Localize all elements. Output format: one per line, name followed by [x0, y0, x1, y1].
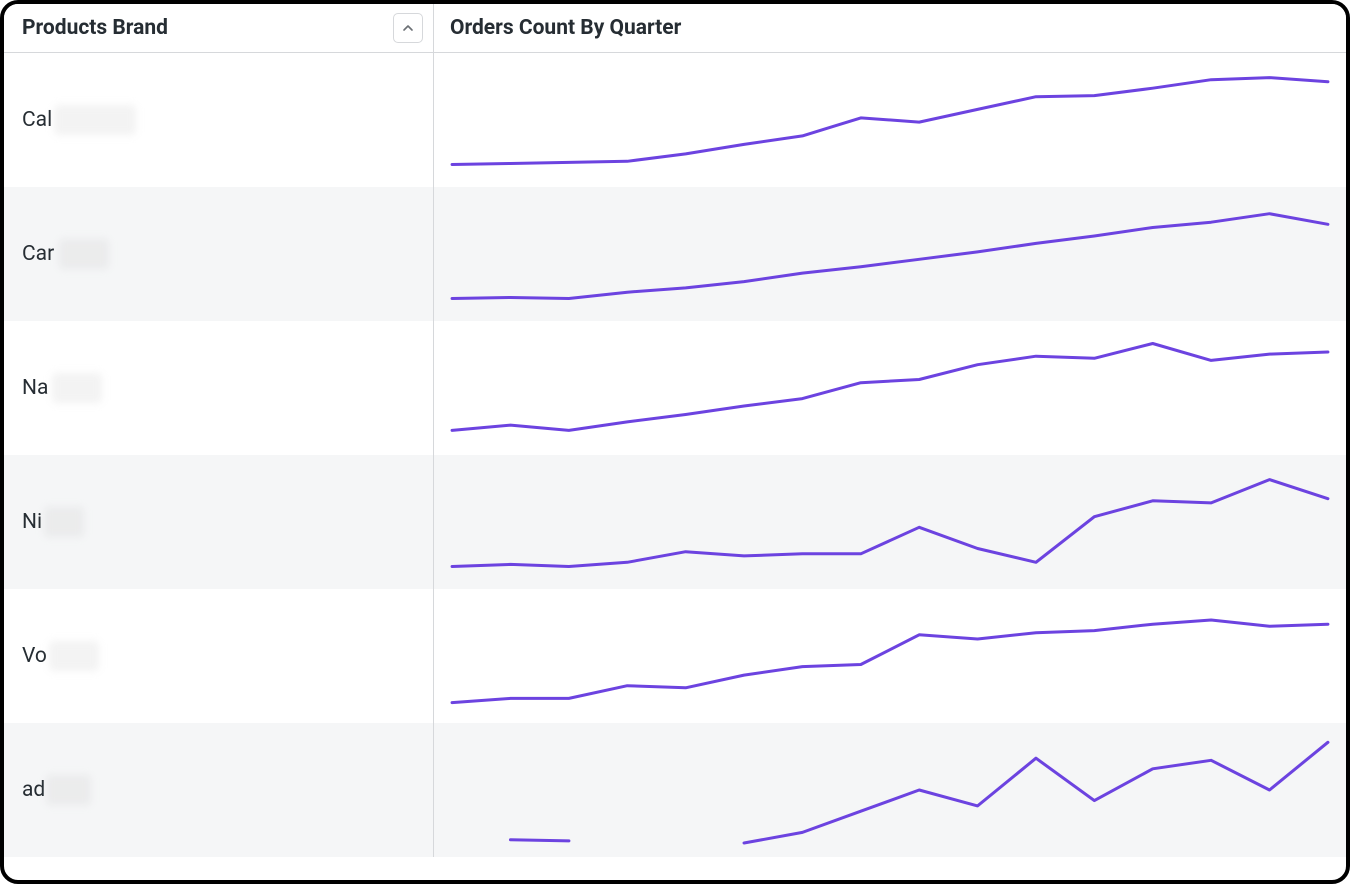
brand-label-cell[interactable]: ad	[4, 723, 434, 857]
table-row: Ni	[4, 455, 1346, 589]
brand-label-cell[interactable]: Ni	[4, 455, 434, 589]
brand-label: Cal	[22, 108, 52, 132]
column-header-brand-label: Products Brand	[22, 16, 168, 40]
sparkline-cell	[434, 589, 1346, 723]
redaction-blur	[52, 373, 102, 403]
report-frame: Products Brand Orders Count By Quarter C…	[0, 0, 1350, 884]
table-row: Cal	[4, 53, 1346, 187]
brand-label-cell[interactable]: Car	[4, 187, 434, 321]
column-header-sparkline[interactable]: Orders Count By Quarter	[434, 4, 1346, 52]
brand-label: Vo	[22, 644, 47, 668]
redaction-blur	[44, 507, 84, 537]
chevron-up-icon	[402, 22, 414, 34]
sparkline-cell	[434, 723, 1346, 857]
sparkline-cell	[434, 321, 1346, 455]
table-body: Cal Car Na Ni Vo ad	[4, 53, 1346, 857]
redaction-blur	[59, 239, 109, 269]
column-header-sparkline-label: Orders Count By Quarter	[450, 16, 681, 40]
brand-label: Ni	[22, 510, 42, 534]
sparkline	[448, 597, 1332, 715]
sparkline	[448, 731, 1332, 849]
redaction-blur	[49, 641, 99, 671]
table-row: Na	[4, 321, 1346, 455]
column-header-brand[interactable]: Products Brand	[4, 4, 434, 52]
sparkline-cell	[434, 455, 1346, 589]
sparkline	[448, 61, 1332, 179]
redaction-blur	[54, 105, 136, 135]
redaction-blur	[46, 775, 91, 805]
table-row: Car	[4, 187, 1346, 321]
table-header: Products Brand Orders Count By Quarter	[4, 4, 1346, 53]
sparkline	[448, 329, 1332, 447]
brand-label: Car	[22, 242, 54, 266]
brand-label: ad	[22, 778, 45, 802]
brand-label: Na	[22, 376, 48, 400]
sort-button[interactable]	[393, 13, 423, 43]
sparkline	[448, 463, 1332, 581]
table-row: ad	[4, 723, 1346, 857]
table-row: Vo	[4, 589, 1346, 723]
sparkline	[448, 195, 1332, 313]
sparkline-cell	[434, 53, 1346, 187]
brand-label-cell[interactable]: Cal	[4, 53, 434, 187]
sparkline-cell	[434, 187, 1346, 321]
brand-label-cell[interactable]: Vo	[4, 589, 434, 723]
brand-label-cell[interactable]: Na	[4, 321, 434, 455]
